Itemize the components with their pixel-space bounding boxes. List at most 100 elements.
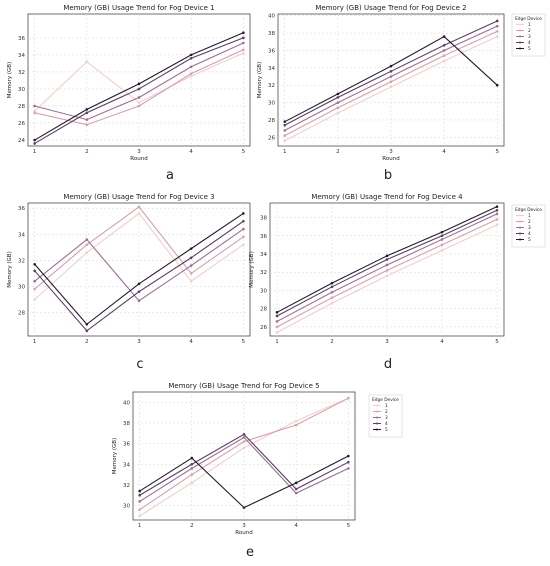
data-point-series-1 [275,331,279,334]
data-point-series-3 [440,238,444,241]
x-axis-label: Round [130,156,147,162]
x-tick-label: 2 [85,149,89,155]
data-point-series-2 [283,134,287,137]
data-point-series-3 [242,41,245,45]
legend-title: Edge Device [372,397,399,403]
x-tick-label: 4 [189,149,193,155]
data-point-series-2 [189,72,193,75]
data-point-series-5 [242,506,246,509]
chart-title: Memory (GB) Usage Trend for Fog Device 3 [63,193,214,201]
data-point-series-2 [189,272,193,275]
data-point-series-3 [242,436,246,439]
x-tick-label: 1 [33,339,37,345]
data-point-series-4 [283,123,287,127]
legend-entry-2: 2 [528,28,531,34]
data-point-series-4 [294,487,298,491]
x-tick-label: 2 [336,149,340,155]
data-point-series-2 [33,111,36,115]
data-point-series-4 [190,462,194,466]
data-point-series-5 [33,262,36,266]
legend-entry-2: 2 [528,219,531,225]
data-point-series-3 [275,320,279,323]
y-tick-label: 38 [268,31,275,37]
data-point-series-5 [137,282,141,286]
legend-marker-4 [519,232,521,235]
legend-title: Edge Device [515,207,542,213]
legend-marker-3 [519,35,521,38]
data-point-series-2 [440,243,444,247]
data-point-series-5 [85,322,89,326]
x-tick-label: 1 [275,339,279,345]
legend-marker-3 [519,226,521,229]
y-axis-label: Memory (GB) [257,62,263,98]
legend-marker-4 [376,422,378,425]
data-point-series-1 [138,514,141,518]
data-point-series-1 [495,35,499,38]
legend-entry-3: 3 [385,415,388,421]
data-point-series-4 [495,19,499,23]
legend-title: Edge Device [515,16,542,22]
data-point-series-4 [242,433,246,436]
y-tick-label: 32 [260,270,267,276]
data-point-series-4 [440,234,444,238]
data-point-series-2 [85,243,89,247]
legend-entry-4: 4 [528,40,531,46]
y-axis-label: Memory (GB) [249,251,255,287]
data-point-series-5 [294,481,298,485]
chart-title: Memory (GB) Usage Trend for Fog Device 2 [315,4,466,12]
y-tick-label: 36 [18,36,25,42]
x-tick-label: 5 [242,339,246,345]
y-tick-label: 32 [18,258,25,264]
data-point-series-2 [495,30,499,33]
data-point-series-1 [85,251,89,254]
data-point-series-1 [189,279,193,283]
data-point-series-4 [33,269,36,273]
data-point-series-1 [242,51,245,55]
y-tick-label: 38 [260,216,267,222]
data-point-series-2 [190,473,194,476]
legend-entry-2: 2 [385,409,388,415]
data-point-series-2 [137,205,141,209]
data-point-series-2 [389,80,393,84]
data-point-series-2 [242,440,246,443]
y-tick-label: 26 [18,121,25,127]
data-point-series-2 [336,106,340,110]
data-point-series-1 [190,481,194,485]
y-tick-label: 30 [18,284,25,290]
x-tick-label: 4 [440,339,444,345]
x-tick-label: 3 [137,149,141,155]
y-tick-label: 26 [260,325,267,331]
legend-entry-1: 1 [528,22,531,28]
y-tick-label: 32 [123,483,130,489]
y-tick-label: 28 [260,307,267,313]
data-point-series-3 [495,24,499,28]
data-point-series-3 [442,49,446,52]
y-tick-label: 40 [123,400,130,406]
y-tick-label: 28 [268,118,275,124]
x-tick-label: 2 [190,523,194,529]
x-tick-label: 5 [495,149,499,155]
legend-entry-4: 4 [385,421,388,427]
legend-entry-5: 5 [528,237,531,243]
data-point-series-2 [33,287,36,291]
y-tick-label: 36 [18,206,25,212]
data-point-series-2 [294,423,298,427]
legend-entry-1: 1 [528,213,531,219]
data-point-series-3 [385,263,389,267]
data-point-series-5 [275,311,279,314]
legend-marker-5 [519,47,521,50]
data-point-series-5 [440,230,444,234]
legend-marker-2 [376,410,378,413]
legend-marker-2 [519,220,521,223]
data-point-series-4 [242,219,245,223]
legend-marker-1 [376,404,378,407]
data-point-series-3 [137,299,141,303]
data-point-series-1 [495,223,499,227]
data-point-series-2 [275,325,279,329]
legend-marker-5 [376,428,378,431]
data-point-series-4 [137,290,141,293]
